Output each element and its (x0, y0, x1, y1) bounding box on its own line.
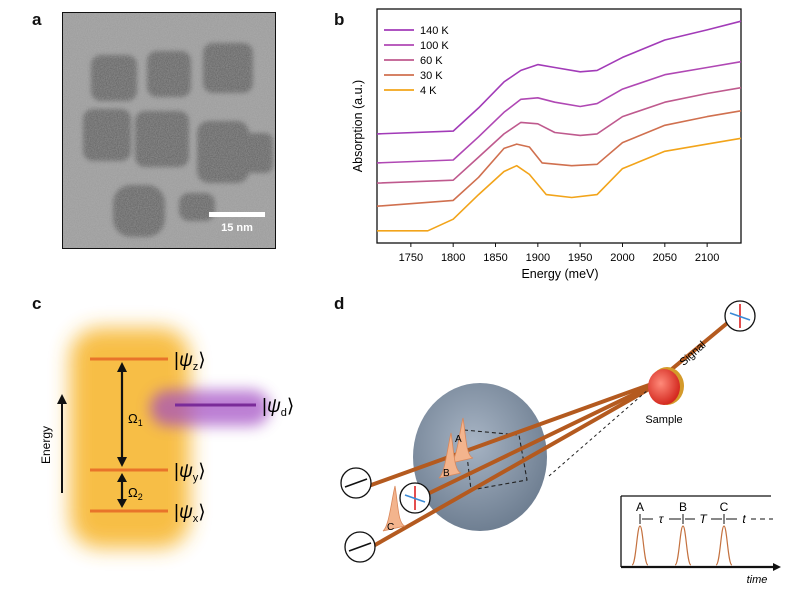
ket-y: |ψy⟩ (174, 461, 206, 484)
series-line-30-k (376, 110, 742, 207)
energy-level-diagram: Energy Ω1 Ω2 |ψz⟩ |ψd⟩ |ψy⟩ |ψx⟩ (39, 328, 294, 548)
omega2-label: Ω2 (128, 485, 143, 502)
delay-t: t (742, 512, 746, 526)
pulse-a (450, 417, 474, 464)
energy-axis-label: Energy (39, 426, 53, 464)
series-lines (376, 20, 742, 232)
x-tick-label: 1750 (399, 252, 423, 264)
inset-pulse-a (631, 525, 649, 566)
time-axis-arrowhead (773, 563, 781, 571)
inset-label-a: A (636, 500, 644, 514)
pol-arrow-b-blue (404, 494, 426, 503)
pulse-shapes (382, 417, 474, 532)
x-tick-label: 2000 (610, 252, 634, 264)
panel-label-b: b (334, 10, 345, 29)
omega2-arrowhead-down (117, 499, 127, 508)
pulse-c (382, 485, 406, 532)
x-tick-label: 1850 (483, 252, 507, 264)
ket-labels: |ψz⟩ |ψd⟩ |ψy⟩ |ψx⟩ (174, 350, 294, 525)
x-axis-ticks: 1750 1800 1850 1900 1950 2000 2050 2100 (399, 243, 719, 264)
scale-bar-label: 15 nm (221, 222, 253, 234)
pulse-b-label: B (443, 468, 450, 479)
polarization-markers (340, 300, 756, 563)
x-tick-label: 1900 (526, 252, 550, 264)
plot-frame (376, 8, 742, 244)
orange-glow-region (70, 328, 190, 548)
panel-label-a: a (32, 10, 42, 29)
tem-image (63, 13, 275, 248)
beam-box-projection (463, 429, 528, 491)
ket-x: |ψx⟩ (174, 502, 206, 525)
signal-guide-line (548, 388, 650, 477)
pulse-b (438, 432, 462, 479)
x-tick-label: 1950 (568, 252, 592, 264)
inset-pulse-b (674, 525, 692, 566)
x-tick-label: 2050 (653, 252, 677, 264)
legend-label: 60 K (420, 55, 443, 67)
pol-arrow-a (344, 478, 368, 488)
omega1-arrowhead-up (117, 362, 127, 372)
x-tick-label: 2100 (695, 252, 719, 264)
y-axis-label: Absorption (a.u.) (351, 80, 365, 172)
legend: 140 K 100 K 60 K 30 K 4 K (384, 25, 449, 97)
panel-label-c: c (32, 294, 42, 313)
sample-label: Sample (645, 414, 682, 426)
omega1-label: Ω1 (128, 411, 143, 428)
x-tick-label: 1800 (441, 252, 465, 264)
beam-c (373, 387, 651, 547)
sample (648, 369, 680, 405)
series-line-100-k (376, 60, 742, 164)
timing-inset: A B C τ T t time (620, 495, 781, 586)
series-line-140-k (376, 20, 742, 135)
ket-d: |ψd⟩ (262, 396, 294, 419)
inset-pulses (631, 525, 733, 566)
energy-axis-arrowhead (57, 394, 67, 404)
beam-a (361, 383, 651, 490)
panel-label-d: d (334, 294, 345, 313)
legend-label: 4 K (420, 85, 437, 97)
x-axis-label: Energy (meV) (521, 267, 598, 281)
experiment-schematic: Sample Signal A B C A B (340, 300, 781, 586)
series-line-4-k (377, 137, 742, 232)
signal-label: Signal (678, 339, 709, 368)
tem-micrograph: 15 nm (62, 12, 276, 249)
scale-bar (209, 212, 265, 217)
polarization-arrows (344, 304, 751, 552)
legend-label: 30 K (420, 70, 443, 82)
time-axis-label: time (747, 574, 768, 586)
lens (413, 383, 547, 531)
pulse-a-label: A (455, 434, 462, 445)
ket-z: |ψz⟩ (174, 350, 206, 373)
absorption-chart: 1750 1800 1850 1900 1950 2000 2050 2100 140 K 10… (351, 8, 742, 281)
pulse-c-label: C (387, 522, 394, 533)
delay-tau: τ (659, 512, 665, 526)
delay-markers (639, 514, 773, 524)
beam-b (413, 385, 651, 502)
purple-glow-region (150, 390, 270, 426)
series-line-60-k (376, 86, 742, 184)
legend-label: 140 K (420, 25, 449, 37)
omega2-arrowhead-up (117, 473, 127, 482)
inset-pulse-c (715, 525, 733, 566)
inset-label-c: C (720, 500, 729, 514)
omega1-arrowhead-down (117, 457, 127, 467)
pol-arrow-c (348, 542, 372, 552)
delay-T: T (699, 512, 708, 526)
legend-label: 100 K (420, 40, 449, 52)
inset-label-b: B (679, 500, 687, 514)
pol-arrow-signal-blue (729, 312, 751, 321)
